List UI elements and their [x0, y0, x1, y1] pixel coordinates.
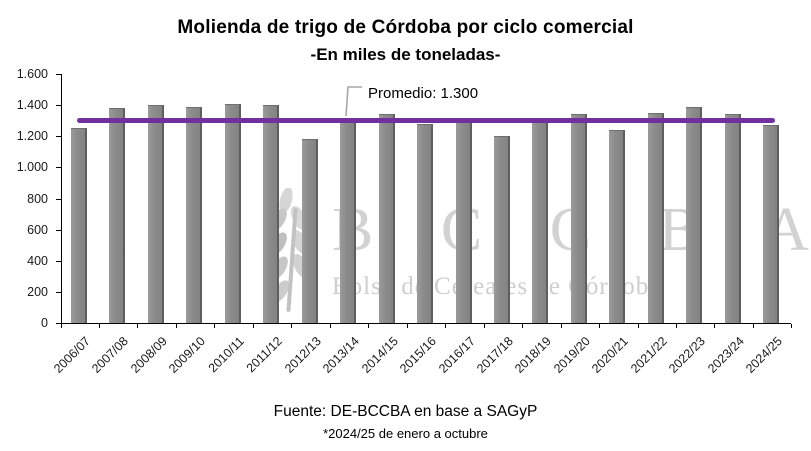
bar	[493, 136, 510, 323]
chart-subtitle: -En miles de toneladas-	[310, 45, 501, 64]
x-axis-tick	[329, 324, 331, 328]
bar	[378, 114, 395, 323]
x-axis-tick	[175, 324, 177, 328]
footnote-text: *2024/25 de enero a octubre	[323, 426, 488, 441]
bar	[647, 112, 664, 323]
x-axis-tick	[368, 324, 370, 328]
average-line	[77, 118, 775, 124]
y-tick-label: 1.400	[16, 98, 48, 113]
y-axis-tick	[55, 323, 61, 324]
y-axis	[60, 74, 62, 323]
y-tick-label: 800	[27, 191, 48, 206]
y-tick-label: 1.000	[16, 160, 48, 175]
x-axis-tick	[714, 324, 716, 328]
bar	[147, 105, 164, 323]
chart-title: Molienda de trigo de Córdoba por ciclo c…	[177, 17, 634, 38]
y-axis-tick	[55, 136, 61, 138]
y-axis-tick	[55, 167, 61, 169]
x-axis-tick	[445, 324, 447, 328]
x-axis-tick	[98, 324, 100, 328]
x-axis-tick	[483, 324, 485, 328]
x-axis-tick	[637, 324, 639, 328]
y-tick-label: 1.200	[16, 129, 48, 144]
x-axis-tick	[599, 324, 601, 328]
x-axis-tick	[791, 324, 793, 328]
y-axis-tick	[55, 105, 61, 107]
x-axis-tick	[60, 324, 62, 328]
y-axis-tick	[55, 291, 61, 293]
bar	[763, 125, 780, 323]
x-axis-tick	[752, 324, 754, 328]
bar	[724, 114, 741, 323]
x-axis	[60, 323, 792, 324]
x-axis-tick	[522, 324, 524, 328]
bar	[570, 114, 587, 323]
bar	[609, 130, 626, 323]
y-tick-label: 400	[27, 253, 48, 268]
bar	[340, 119, 357, 323]
y-tick-label: 0	[41, 316, 48, 330]
y-axis-tick	[55, 198, 61, 200]
y-tick-label: 200	[27, 284, 48, 299]
bar	[417, 123, 434, 323]
bar	[70, 128, 87, 323]
y-axis-tick	[55, 74, 61, 75]
bar	[455, 122, 472, 323]
y-tick-label: 1.600	[16, 67, 48, 81]
x-axis-tick	[406, 324, 408, 328]
y-axis-tick	[55, 229, 61, 231]
y-tick-label: 600	[27, 222, 48, 237]
bar	[301, 139, 318, 323]
x-axis-tick	[676, 324, 678, 328]
bar	[686, 106, 703, 323]
y-axis-tick	[55, 260, 61, 262]
average-annotation: Promedio: 1.300	[368, 85, 479, 102]
x-axis-tick	[214, 324, 216, 328]
bar	[263, 105, 280, 323]
bar	[532, 120, 549, 323]
source-text: Fuente: DE-BCCBA en base a SAGyP	[273, 403, 538, 420]
bar	[224, 103, 241, 323]
x-axis-tick	[560, 324, 562, 328]
bar	[186, 106, 203, 323]
bar	[109, 108, 126, 323]
x-axis-tick	[137, 324, 139, 328]
x-axis-tick	[252, 324, 254, 328]
x-axis-tick	[291, 324, 293, 328]
